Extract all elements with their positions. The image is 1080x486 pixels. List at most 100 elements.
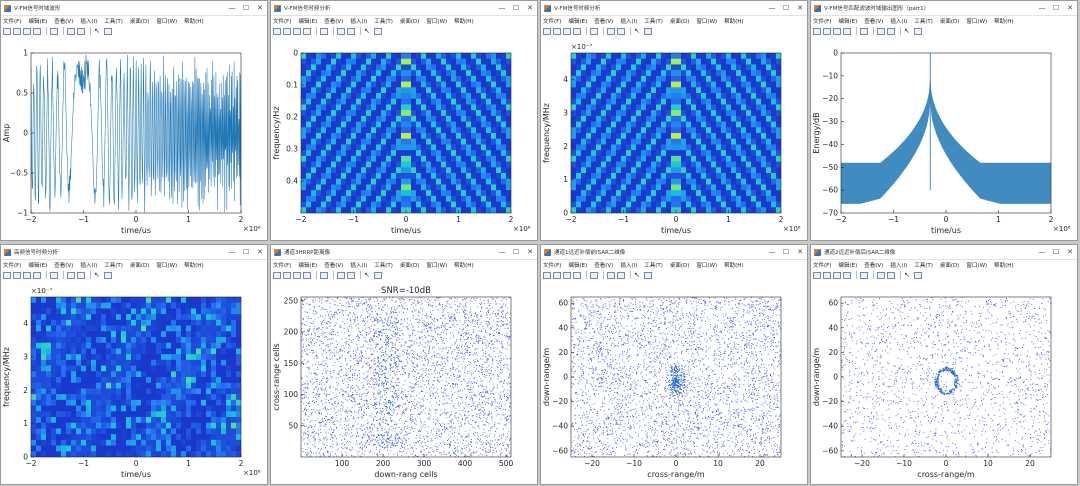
print-icon[interactable] [33,271,41,279]
menu-item[interactable]: 插入(I) [80,263,98,269]
insert-legend-icon[interactable] [887,27,895,35]
edit-plot-arrow-icon[interactable]: ↖ [94,270,100,279]
edit-plot-arrow-icon[interactable]: ↖ [904,26,910,35]
insert-legend-icon[interactable] [77,27,85,35]
link-plot-icon[interactable] [590,27,598,35]
menu-item[interactable]: 文件(F) [273,263,292,269]
insert-colorbar-icon[interactable] [67,27,75,35]
menu-item[interactable]: 查看(V) [324,263,344,269]
menu-item[interactable]: 文件(F) [543,19,562,25]
edit-plot-arrow-icon[interactable]: ↖ [94,26,100,35]
close-button[interactable]: ✕ [527,4,533,12]
menu-item[interactable]: 编辑(E) [838,19,858,25]
menu-item[interactable]: 编辑(E) [298,263,318,269]
menu-item[interactable]: 窗口(W) [966,19,988,25]
property-inspector-icon[interactable] [104,27,112,35]
close-button[interactable]: ✕ [257,248,263,256]
new-figure-icon[interactable] [3,27,11,35]
maximize-button[interactable]: ☐ [1052,4,1060,12]
print-icon[interactable] [843,27,851,35]
title-bar[interactable]: V-FM信号时域波形 — ☐ ✕ [1,1,267,16]
minimize-button[interactable]: — [498,248,506,256]
figure-window-4[interactable]: V-FM信号匹配滤波时域输出图形（part1） — ☐ ✕ 文件(F) 编辑(E)… [810,0,1078,241]
property-inspector-icon[interactable] [644,27,652,35]
menu-item[interactable]: 工具(T) [374,19,393,25]
menu-item[interactable]: 帮助(H) [184,263,204,269]
figure-window-3[interactable]: V-FM信号时频分析 — ☐ ✕ 文件(F) 编辑(E) 查看(V) 插入(I) 工具(… [540,0,808,241]
open-file-icon[interactable] [823,27,831,35]
new-figure-icon[interactable] [3,271,11,279]
insert-colorbar-icon[interactable] [877,27,885,35]
menu-item[interactable]: 窗口(W) [426,263,448,269]
menu-item[interactable]: 文件(F) [273,19,292,25]
save-icon[interactable] [23,27,31,35]
print-icon[interactable] [573,27,581,35]
menu-item[interactable]: 桌面(D) [129,263,150,269]
figure-canvas-5[interactable]: −2 −1 0 1 2 0 1 2 3 4 time/us frequency/MHz ×10⁶ ×10⁻… [1,279,267,484]
menu-item[interactable]: 编辑(E) [298,19,318,25]
save-icon[interactable] [293,27,301,35]
new-figure-icon[interactable] [273,27,281,35]
title-bar[interactable]: V-FM信号匹配滤波时域输出图形（part1） — ☐ ✕ [811,1,1077,16]
menu-item[interactable]: 查看(V) [864,19,884,25]
insert-legend-icon[interactable] [617,27,625,35]
title-bar[interactable]: 高频信号时频分析 — ☐ ✕ [1,245,267,260]
link-plot-icon[interactable] [50,271,58,279]
menu-item[interactable]: 插入(I) [80,19,98,25]
close-button[interactable]: ✕ [1067,4,1073,12]
menu-item[interactable]: 工具(T) [104,19,123,25]
menu-item[interactable]: 插入(I) [350,19,368,25]
menu-item[interactable]: 窗口(W) [696,19,718,25]
maximize-button[interactable]: ☐ [242,4,250,12]
menu-item[interactable]: 窗口(W) [156,263,178,269]
menu-item[interactable]: 文件(F) [813,19,832,25]
maximize-button[interactable]: ☐ [242,248,250,256]
property-inspector-icon[interactable] [374,271,382,279]
edit-plot-arrow-icon[interactable]: ↖ [364,270,370,279]
title-bar[interactable]: 通道3HRRP距离像 — ☐ ✕ [271,245,537,260]
menu-item[interactable]: 帮助(H) [454,263,474,269]
save-icon[interactable] [293,271,301,279]
menu-item[interactable]: 工具(T) [374,263,393,269]
menu-item[interactable]: 编辑(E) [568,19,588,25]
insert-legend-icon[interactable] [347,27,355,35]
figure-canvas-2[interactable]: −2 −1 0 1 2 0 0.1 0.2 0.3 0.4 time/us frequency/Hz ×… [271,35,537,240]
minimize-button[interactable]: — [768,4,776,12]
menu-item[interactable]: 插入(I) [620,19,638,25]
menu-item[interactable]: 帮助(H) [184,19,204,25]
insert-colorbar-icon[interactable] [67,271,75,279]
save-icon[interactable] [833,27,841,35]
edit-plot-arrow-icon[interactable]: ↖ [364,26,370,35]
minimize-button[interactable]: — [498,4,506,12]
close-button[interactable]: ✕ [797,4,803,12]
figure-window-5[interactable]: 高频信号时频分析 — ☐ ✕ 文件(F) 编辑(E) 查看(V) 插入(I) 工具(T)… [0,244,268,485]
menu-item[interactable]: 桌面(D) [669,19,690,25]
menu-item[interactable]: 查看(V) [54,19,74,25]
close-button[interactable]: ✕ [527,248,533,256]
save-icon[interactable] [23,271,31,279]
open-file-icon[interactable] [553,27,561,35]
property-inspector-icon[interactable] [104,271,112,279]
new-figure-icon[interactable] [813,27,821,35]
figure-window-2[interactable]: V-FM信号时频分析 — ☐ ✕ 文件(F) 编辑(E) 查看(V) 插入(I) 工具(… [270,0,538,241]
print-icon[interactable] [303,27,311,35]
save-icon[interactable] [563,27,571,35]
maximize-button[interactable]: ☐ [512,4,520,12]
menu-item[interactable]: 工具(T) [104,263,123,269]
menu-item[interactable]: 桌面(D) [399,263,420,269]
menu-item[interactable]: 编辑(E) [28,263,48,269]
figure-canvas-6[interactable]: 100 200 300 400 500 50 100 150 200 250 down-rang c… [271,279,537,484]
link-plot-icon[interactable] [50,27,58,35]
menu-item[interactable]: 文件(F) [3,263,22,269]
minimize-button[interactable]: — [1038,4,1046,12]
menu-item[interactable]: 插入(I) [350,263,368,269]
minimize-button[interactable]: — [228,248,236,256]
title-bar[interactable]: V-FM信号时频分析 — ☐ ✕ [271,1,537,16]
insert-colorbar-icon[interactable] [337,27,345,35]
menu-item[interactable]: 窗口(W) [156,19,178,25]
property-inspector-icon[interactable] [374,27,382,35]
menu-item[interactable]: 桌面(D) [939,19,960,25]
menu-item[interactable]: 帮助(H) [724,19,744,25]
maximize-button[interactable]: ☐ [512,248,520,256]
open-file-icon[interactable] [13,271,21,279]
